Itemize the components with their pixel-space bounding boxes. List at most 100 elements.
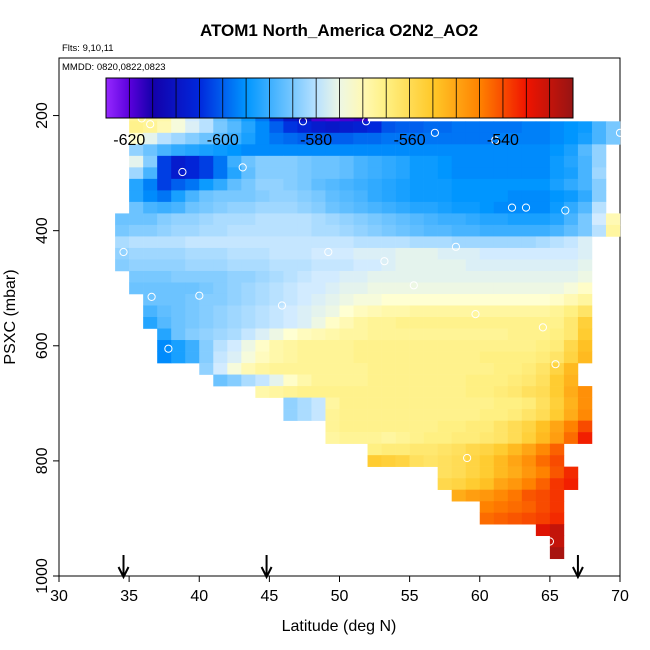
- heatmap-cell: [227, 259, 242, 272]
- heatmap-cell: [325, 293, 340, 306]
- heatmap-cell: [507, 455, 523, 467]
- heatmap-cell: [423, 144, 438, 157]
- heatmap-cell: [437, 397, 452, 410]
- heatmap-cell: [297, 317, 312, 329]
- heatmap-cell: [297, 155, 312, 168]
- heatmap-cell: [171, 132, 186, 145]
- sample-point: [491, 136, 500, 145]
- colorbar-tick-label: -600: [207, 132, 239, 149]
- heatmap-cell: [479, 155, 495, 168]
- heatmap-cell: [185, 236, 200, 249]
- heatmap-cell: [157, 270, 172, 283]
- heatmap-cell: [325, 386, 340, 398]
- heatmap-cell: [493, 455, 509, 467]
- heatmap-cell: [465, 363, 481, 375]
- heatmap-cell: [381, 282, 396, 295]
- y-axis-label: PSXC (mbar): [2, 269, 19, 364]
- y-axis: 200 400 600 800 1000: [34, 102, 59, 594]
- heatmap-cell: [325, 432, 340, 444]
- heatmap-cell: [381, 178, 396, 191]
- heatmap-cell: [507, 305, 523, 318]
- heatmap-cell: [353, 270, 368, 283]
- heatmap-cell: [255, 167, 270, 180]
- heatmap-cell: [157, 259, 172, 272]
- heatmap-cell: [353, 167, 368, 180]
- heatmap-cell: [423, 259, 438, 272]
- heatmap-cell: [577, 282, 593, 295]
- sample-point: [551, 360, 560, 369]
- heatmap-cell: [437, 351, 452, 364]
- heatmap-cell: [227, 178, 242, 191]
- heatmap-cell: [311, 213, 326, 226]
- heatmap-cell: [395, 432, 410, 444]
- heatmap-cell: [367, 282, 382, 295]
- x-tick-label: 45: [260, 588, 278, 605]
- heatmap-cell: [507, 443, 523, 456]
- heatmap-cell: [283, 328, 298, 341]
- heatmap-cell: [493, 409, 509, 421]
- heatmap-cell: [535, 121, 551, 134]
- heatmap-cell: [409, 132, 424, 145]
- heatmap-cell: [157, 190, 172, 203]
- heatmap-cell: [409, 317, 424, 329]
- heatmap-cell: [423, 224, 438, 237]
- heatmap-cell: [199, 259, 214, 272]
- heatmap-cell: [395, 305, 410, 318]
- heatmap-cell: [563, 144, 579, 157]
- heatmap-cell: [395, 224, 410, 237]
- heatmap-cell: [339, 397, 354, 410]
- heatmap-cell: [409, 293, 424, 306]
- heatmap-cell: [283, 155, 298, 168]
- heatmap-cell: [213, 213, 228, 226]
- heatmap-cell: [395, 132, 410, 145]
- heatmap-cell: [241, 155, 256, 168]
- heatmap-cell: [493, 178, 509, 191]
- heatmap-cell: [213, 167, 228, 180]
- heatmap-cell: [269, 155, 284, 168]
- heatmap-cell: [185, 224, 200, 237]
- heatmap-cell: [297, 386, 312, 398]
- heatmap-cell: [297, 247, 312, 260]
- heatmap-cell: [535, 247, 551, 260]
- heatmap-cell: [325, 213, 340, 226]
- heatmap-cell: [283, 213, 298, 226]
- heatmap-cell: [255, 144, 270, 157]
- heatmap-cell: [255, 178, 270, 191]
- heatmap-cell: [549, 155, 565, 168]
- heatmap-cell: [437, 317, 452, 329]
- heatmap-cell: [521, 259, 537, 272]
- heatmap-cell: [549, 270, 565, 283]
- colorbar-tick-label: -540: [487, 132, 519, 149]
- heatmap-cell: [535, 409, 551, 421]
- heatmap-cell: [129, 270, 144, 283]
- heatmap-cell: [549, 547, 565, 560]
- heatmap-cell: [549, 282, 565, 295]
- heatmap-cell: [199, 213, 214, 226]
- heatmap-cell: [535, 432, 551, 444]
- heatmap-cell: [395, 397, 410, 410]
- heatmap-cell: [479, 328, 495, 341]
- heatmap-cell: [451, 293, 467, 306]
- heatmap-cell: [283, 121, 298, 134]
- heatmap-cell: [535, 351, 551, 364]
- heatmap-cell: [493, 374, 509, 387]
- heatmap-cell: [521, 386, 537, 398]
- heatmap-cell: [465, 144, 481, 157]
- heatmap-cell: [199, 132, 214, 145]
- heatmap-cell: [367, 132, 382, 145]
- heatmap-cell: [577, 270, 593, 283]
- heatmap-cell: [353, 178, 368, 191]
- heatmap-cell: [269, 236, 284, 249]
- heatmap-cell: [395, 259, 410, 272]
- heatmap-cell: [339, 340, 354, 352]
- heatmap-cell: [143, 178, 158, 191]
- heatmap-cell: [381, 201, 396, 214]
- heatmap-cell: [409, 386, 424, 398]
- heatmap-cell: [129, 144, 144, 157]
- heatmap-cell: [409, 213, 424, 226]
- heatmap-cell: [199, 121, 214, 134]
- heatmap-cell: [339, 155, 354, 168]
- heatmap-cell: [381, 317, 396, 329]
- heatmap-cell: [269, 351, 284, 364]
- sample-point: [471, 310, 480, 319]
